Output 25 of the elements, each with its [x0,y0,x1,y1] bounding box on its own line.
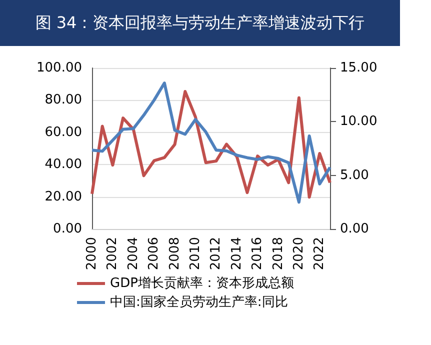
legend-label: GDP增长贡献率：资本形成总额 [110,275,294,291]
y2-tick-label: 0.00 [340,222,369,236]
x-tick-label: 2004 [126,237,141,270]
x-tick-label: 2006 [146,237,162,270]
chart-title: 图 34：资本回报率与劳动生产率增速波动下行 [0,0,400,46]
y2-tick-label: 5.00 [340,168,369,183]
legend-label: 中国:国家全员劳动生产率:同比 [110,294,288,310]
y2-tick-label: 10.00 [340,114,378,130]
x-tick-label: 2020 [291,237,306,270]
x-tick-label: 2000 [84,237,100,270]
y-tick-label: 100.00 [36,60,82,76]
x-tick-label: 2010 [188,237,203,270]
x-tick-label: 2014 [229,237,244,270]
y-tick-label: 60.00 [44,124,82,140]
x-tick-label: 2018 [270,237,286,270]
y-tick-label: 0.00 [53,222,82,236]
x-tick-label: 2002 [105,237,120,270]
y-tick-label: 80.00 [44,92,82,108]
y-tick-label: 40.00 [44,157,82,172]
y-tick-label: 20.00 [44,189,82,204]
x-tick-label: 2012 [208,237,224,270]
x-tick-label: 2016 [250,237,266,270]
x-tick-label: 2022 [312,237,328,270]
x-tick-label: 2008 [167,237,182,270]
y2-tick-label: 15.00 [340,60,378,76]
